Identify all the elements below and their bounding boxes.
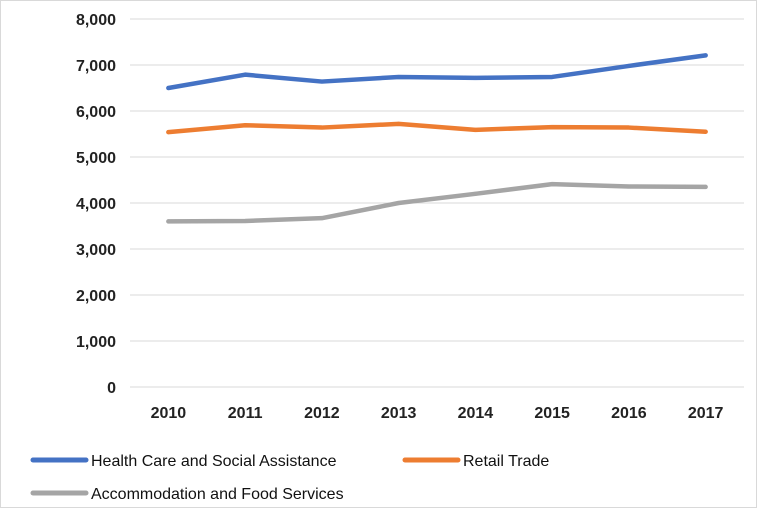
series-line-2 bbox=[166, 181, 708, 224]
data-point bbox=[550, 125, 555, 130]
x-axis-ticks: 2010 2011 2012 2013 2014 2015 2016 2017 bbox=[151, 405, 724, 422]
legend-label: Retail Trade bbox=[463, 453, 549, 470]
x-tick-label: 2011 bbox=[228, 405, 263, 422]
data-point bbox=[473, 75, 478, 80]
data-point bbox=[473, 127, 478, 132]
y-tick-label: 8,000 bbox=[76, 12, 116, 29]
gridlines bbox=[130, 18, 744, 388]
y-tick-label: 6,000 bbox=[76, 104, 116, 121]
data-point bbox=[396, 121, 401, 126]
data-point bbox=[166, 86, 171, 90]
data-point bbox=[243, 72, 248, 77]
data-point bbox=[319, 125, 324, 130]
data-point bbox=[166, 219, 171, 224]
data-point bbox=[626, 184, 631, 189]
y-tick-label: 1,000 bbox=[76, 334, 116, 351]
series-lines bbox=[166, 53, 708, 224]
data-point bbox=[319, 79, 324, 84]
x-tick-label: 2016 bbox=[611, 405, 647, 422]
y-axis-ticks: 0 1,000 2,000 3,000 4,000 5,000 6,000 7,000 8,00… bbox=[76, 12, 116, 397]
x-tick-label: 2015 bbox=[534, 405, 570, 422]
series-line-1 bbox=[166, 121, 708, 135]
y-tick-label: 2,000 bbox=[76, 288, 116, 305]
y-tick-label: 0 bbox=[107, 380, 116, 397]
data-point bbox=[703, 53, 708, 58]
y-tick-label: 5,000 bbox=[76, 150, 116, 167]
x-tick-label: 2017 bbox=[688, 405, 724, 422]
data-point bbox=[703, 129, 708, 134]
x-tick-label: 2012 bbox=[304, 405, 340, 422]
data-point bbox=[396, 201, 401, 205]
data-point bbox=[703, 184, 708, 189]
x-tick-label: 2013 bbox=[381, 405, 417, 422]
series-line-0 bbox=[166, 53, 708, 91]
data-point bbox=[550, 74, 555, 79]
y-tick-label: 3,000 bbox=[76, 242, 116, 259]
x-tick-label: 2014 bbox=[458, 405, 494, 422]
y-tick-label: 7,000 bbox=[76, 58, 116, 75]
data-point bbox=[243, 123, 248, 128]
data-point bbox=[166, 130, 171, 135]
legend: Health Care and Social Assistance Retail … bbox=[30, 453, 549, 503]
data-point bbox=[550, 182, 555, 187]
x-tick-label: 2010 bbox=[151, 405, 187, 422]
y-tick-label: 4,000 bbox=[76, 196, 116, 213]
legend-label: Health Care and Social Assistance bbox=[91, 453, 337, 470]
legend-label: Accommodation and Food Services bbox=[91, 486, 344, 503]
data-point bbox=[626, 125, 631, 130]
data-point bbox=[473, 191, 478, 196]
data-point bbox=[319, 216, 324, 221]
data-point bbox=[243, 218, 248, 223]
data-point bbox=[396, 74, 401, 79]
data-point bbox=[626, 63, 631, 68]
